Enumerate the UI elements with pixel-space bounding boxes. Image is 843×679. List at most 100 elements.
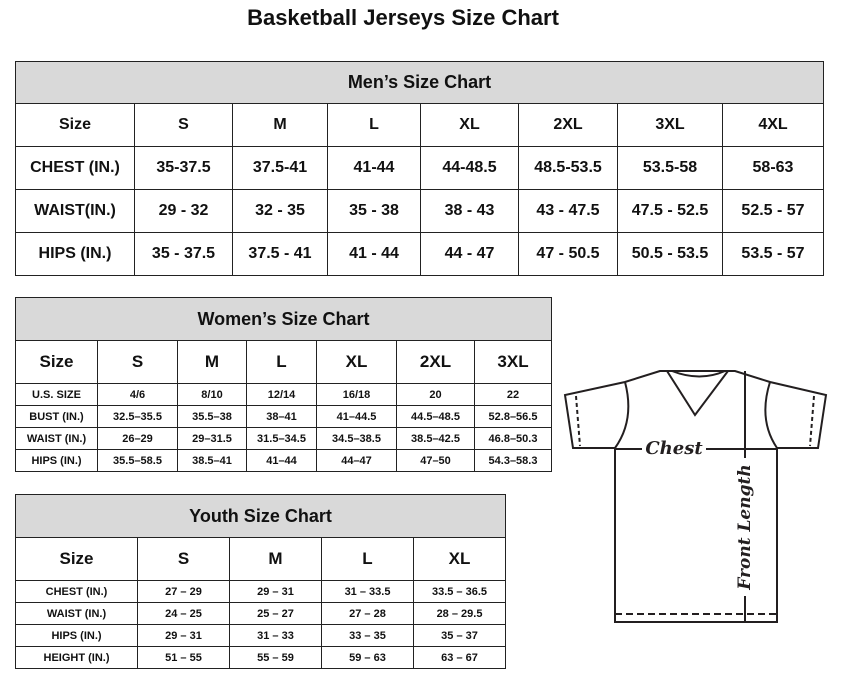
header-row: Size S M L XL bbox=[15, 537, 507, 581]
row-label: HIPS (IN.) bbox=[15, 449, 98, 472]
table-row: CHEST (IN.) 27 – 29 29 – 31 31 – 33.5 33.5 –… bbox=[15, 580, 507, 603]
table-cell: 47–50 bbox=[396, 449, 475, 472]
table-cell: 51 – 55 bbox=[137, 646, 230, 669]
women-chart-title: Women’s Size Chart bbox=[14, 297, 553, 341]
youth-chart-title: Youth Size Chart bbox=[14, 494, 507, 538]
table-cell: 28 – 29.5 bbox=[412, 602, 507, 625]
row-label: BUST (IN.) bbox=[15, 405, 98, 428]
row-label: HIPS (IN.) bbox=[15, 232, 135, 276]
table-row: HIPS (IN.) 35 - 37.5 37.5 - 41 41 - 44 44 - … bbox=[15, 232, 824, 276]
table-cell: 41–44.5 bbox=[316, 405, 397, 428]
table-cell: 54.3–58.3 bbox=[473, 449, 553, 472]
column-header: 3XL bbox=[473, 340, 553, 384]
column-header: 2XL bbox=[396, 340, 475, 384]
table-cell: 37.5 - 41 bbox=[232, 232, 328, 276]
table-cell: 32 - 35 bbox=[232, 189, 328, 233]
table-cell: 44-48.5 bbox=[420, 146, 519, 190]
header-row: Size S M L XL 2XL 3XL bbox=[15, 340, 553, 384]
table-cell: 31.5–34.5 bbox=[246, 427, 317, 450]
table-cell: 12/14 bbox=[246, 383, 317, 406]
table-cell: 52.8–56.5 bbox=[473, 405, 553, 428]
column-header: L bbox=[327, 103, 421, 147]
youth-size-table: Youth Size Chart Size S M L XL CHEST (IN.) 27 –… bbox=[14, 494, 507, 669]
table-cell: 24 – 25 bbox=[137, 602, 230, 625]
table-cell: 46.8–50.3 bbox=[473, 427, 553, 450]
table-cell: 34.5–38.5 bbox=[316, 427, 397, 450]
table-row: HIPS (IN.) 35.5–58.5 38.5–41 41–44 44–47 47–5… bbox=[15, 449, 553, 472]
column-header: S bbox=[97, 340, 178, 384]
table-cell: 41-44 bbox=[327, 146, 421, 190]
column-header: M bbox=[229, 537, 322, 581]
column-header: M bbox=[232, 103, 328, 147]
table-row: WAIST (IN.) 24 – 25 25 – 27 27 – 28 28 – 29.… bbox=[15, 602, 507, 625]
table-cell: 63 – 67 bbox=[412, 646, 507, 669]
page-title: Basketball Jerseys Size Chart bbox=[247, 5, 559, 30]
column-header: L bbox=[321, 537, 414, 581]
column-header: XL bbox=[420, 103, 519, 147]
column-header: 4XL bbox=[722, 103, 824, 147]
column-header: Size bbox=[15, 537, 138, 581]
chest-label: Chest bbox=[645, 438, 703, 459]
table-cell: 27 – 29 bbox=[137, 580, 230, 603]
row-label: WAIST(IN.) bbox=[15, 189, 135, 233]
table-cell: 27 – 28 bbox=[321, 602, 414, 625]
table-cell: 38.5–41 bbox=[177, 449, 247, 472]
column-header: M bbox=[177, 340, 247, 384]
front-length-label: Front Length bbox=[735, 464, 755, 590]
table-row: CHEST (IN.) 35-37.5 37.5-41 41-44 44-48.5 48.… bbox=[15, 146, 824, 190]
table-cell: 29–31.5 bbox=[177, 427, 247, 450]
row-label: WAIST (IN.) bbox=[15, 602, 138, 625]
table-cell: 53.5 - 57 bbox=[722, 232, 824, 276]
column-header: S bbox=[134, 103, 233, 147]
table-cell: 50.5 - 53.5 bbox=[617, 232, 723, 276]
table-cell: 41 - 44 bbox=[327, 232, 421, 276]
table-cell: 44 - 47 bbox=[420, 232, 519, 276]
table-row: HIPS (IN.) 29 – 31 31 – 33 33 – 35 35 – 37 bbox=[15, 624, 507, 647]
table-cell: 16/18 bbox=[316, 383, 397, 406]
table-cell: 22 bbox=[473, 383, 553, 406]
table-cell: 47.5 - 52.5 bbox=[617, 189, 723, 233]
header-row: Size S M L XL 2XL 3XL 4XL bbox=[15, 103, 824, 147]
table-row: U.S. SIZE 4/6 8/10 12/14 16/18 20 22 bbox=[15, 383, 553, 406]
table-cell: 35.5–38 bbox=[177, 405, 247, 428]
table-cell: 38–41 bbox=[246, 405, 317, 428]
column-header: Size bbox=[15, 103, 135, 147]
table-row: WAIST (IN.) 26–29 29–31.5 31.5–34.5 34.5–38.… bbox=[15, 427, 553, 450]
column-header: Size bbox=[15, 340, 98, 384]
table-row: BUST (IN.) 32.5–35.5 35.5–38 38–41 41–44.5 44… bbox=[15, 405, 553, 428]
jersey-diagram: Chest Front Length bbox=[563, 370, 828, 623]
column-header: 2XL bbox=[518, 103, 618, 147]
column-header: L bbox=[246, 340, 317, 384]
column-header: S bbox=[137, 537, 230, 581]
table-cell: 43 - 47.5 bbox=[518, 189, 618, 233]
table-cell: 33 – 35 bbox=[321, 624, 414, 647]
table-cell: 35.5–58.5 bbox=[97, 449, 178, 472]
womens-size-table: Women’s Size Chart Size S M L XL 2XL 3XL U.S. SI… bbox=[14, 297, 553, 472]
table-cell: 47 - 50.5 bbox=[518, 232, 618, 276]
table-cell: 52.5 - 57 bbox=[722, 189, 824, 233]
row-label: CHEST (IN.) bbox=[15, 146, 135, 190]
row-label: CHEST (IN.) bbox=[15, 580, 138, 603]
table-cell: 25 – 27 bbox=[229, 602, 322, 625]
row-label: U.S. SIZE bbox=[15, 383, 98, 406]
table-cell: 32.5–35.5 bbox=[97, 405, 178, 428]
table-cell: 33.5 – 36.5 bbox=[412, 580, 507, 603]
table-cell: 53.5-58 bbox=[617, 146, 723, 190]
mens-size-table: Men’s Size Chart Size S M L XL 2XL 3XL 4XL CHEST … bbox=[15, 61, 824, 276]
table-cell: 38 - 43 bbox=[420, 189, 519, 233]
table-cell: 38.5–42.5 bbox=[396, 427, 475, 450]
table-cell: 26–29 bbox=[97, 427, 178, 450]
table-cell: 4/6 bbox=[97, 383, 178, 406]
table-cell: 29 - 32 bbox=[134, 189, 233, 233]
table-cell: 20 bbox=[396, 383, 475, 406]
table-cell: 35 – 37 bbox=[412, 624, 507, 647]
table-cell: 29 – 31 bbox=[229, 580, 322, 603]
table-cell: 58-63 bbox=[722, 146, 824, 190]
table-cell: 35 - 37.5 bbox=[134, 232, 233, 276]
table-cell: 37.5-41 bbox=[232, 146, 328, 190]
row-label: HIPS (IN.) bbox=[15, 624, 138, 647]
column-header: XL bbox=[412, 537, 507, 581]
table-cell: 31 – 33 bbox=[229, 624, 322, 647]
table-cell: 31 – 33.5 bbox=[321, 580, 414, 603]
row-label: WAIST (IN.) bbox=[15, 427, 98, 450]
